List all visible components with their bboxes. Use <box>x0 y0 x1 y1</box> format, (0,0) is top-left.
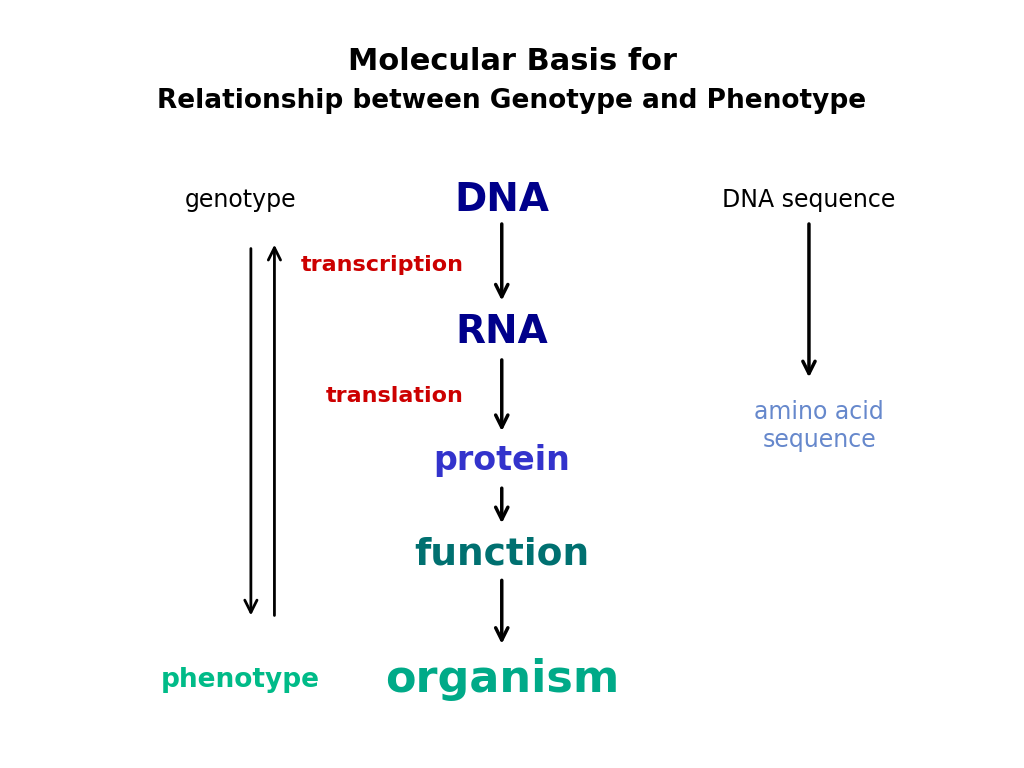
Text: RNA: RNA <box>456 313 548 351</box>
Text: protein: protein <box>433 445 570 477</box>
Text: phenotype: phenotype <box>161 667 321 693</box>
Text: Relationship between Genotype and Phenotype: Relationship between Genotype and Phenot… <box>158 88 866 114</box>
Text: DNA: DNA <box>455 180 549 219</box>
Text: genotype: genotype <box>184 187 297 212</box>
Text: function: function <box>414 537 590 572</box>
Text: transcription: transcription <box>301 255 464 275</box>
Text: amino acid
sequence: amino acid sequence <box>755 400 884 452</box>
Text: translation: translation <box>326 386 464 406</box>
Text: organism: organism <box>385 658 618 701</box>
Text: Molecular Basis for: Molecular Basis for <box>347 47 677 76</box>
Text: DNA sequence: DNA sequence <box>722 187 896 212</box>
